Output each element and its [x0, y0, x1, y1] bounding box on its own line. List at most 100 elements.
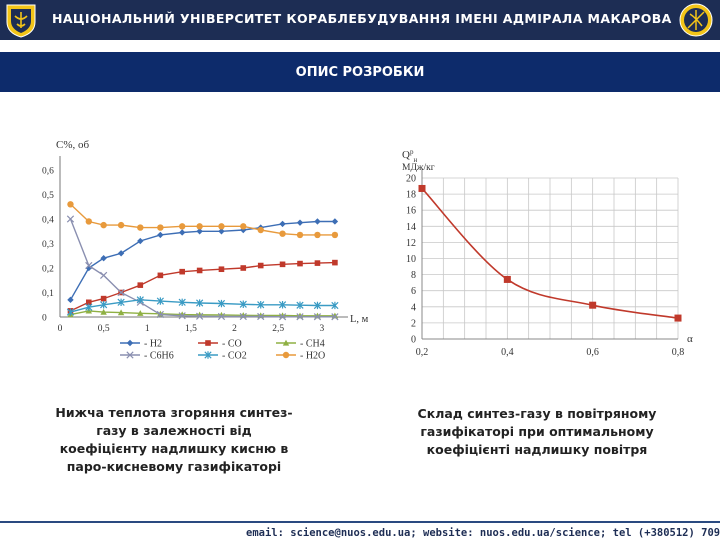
chart1-data-point [117, 288, 125, 297]
chart1-data-point [331, 231, 339, 239]
chart1-data-point [66, 215, 75, 223]
chart1-data-point [67, 201, 74, 208]
chart1-legend-marker [205, 340, 211, 346]
chart1-data-point [218, 223, 225, 230]
chart2-ylabel-unit: МДж/кг [402, 163, 435, 173]
science-emblem-logo [679, 3, 713, 37]
chart1-data-point [296, 301, 304, 309]
chart1-data-point [117, 298, 125, 306]
chart1-data-point [279, 261, 286, 268]
chart1-legend-marker [204, 351, 212, 359]
chart1-ytick-label: 0 [42, 314, 47, 324]
chart1-legend: - H2 - CO - CH4 - C6H6 - CO2 - H2O [120, 339, 325, 362]
chart1-series-line [69, 218, 335, 318]
chart2-ytick-label: 6 [411, 286, 416, 297]
chart1-data-point [178, 298, 186, 306]
university-crest-logo [6, 4, 36, 38]
chart1-data-point [257, 226, 264, 234]
chart1-xtick-label: 0,5 [98, 324, 110, 334]
chart2-xtick-label: 0,6 [586, 347, 599, 358]
header-bar: НАЦІОНАЛЬНИЙ УНІВЕРСИТЕТ КОРАБЛЕБУДУВАНН… [0, 0, 720, 40]
chart1-xlabel: L, м [350, 314, 368, 325]
chart2-series [418, 184, 682, 322]
chart1-data-point [157, 272, 164, 279]
chart2-ylabel-q: Q [402, 149, 410, 161]
chart1-xtick-label: 0 [58, 324, 63, 334]
chart1-data-point [196, 267, 203, 274]
chart1-data-point [117, 221, 125, 229]
chart1-data-point [178, 223, 186, 230]
chart1-xtick-label: 3 [319, 324, 324, 334]
footer-contacts: email: science@nuos.edu.ua; website: nuo… [246, 527, 720, 539]
chart1-ytick-label: 0,5 [42, 191, 54, 201]
chart1-data-point [117, 250, 125, 257]
chart2-grid [421, 168, 679, 340]
chart1-ytick-label: 0,6 [42, 167, 54, 177]
chart1-legend-marker [282, 339, 290, 346]
left-chart-caption: Нижча теплота згоряння синтез-газу в зал… [55, 405, 293, 474]
chart1-data-point [239, 300, 247, 308]
right-chart-caption: Склад синтез-газу в повітряному газифіка… [417, 406, 657, 457]
chart1-data-point [331, 301, 339, 310]
chart1-data-point [117, 309, 125, 316]
chart2-ytick-label: 8 [411, 270, 416, 281]
chart1-data-point [85, 218, 92, 225]
chart1-data-point [86, 299, 92, 306]
chart1-data-point [179, 268, 185, 275]
chart2-ytick-label: 12 [406, 238, 416, 249]
chart1-ytick-label: 0,3 [42, 240, 54, 250]
chart1-data-point [137, 282, 144, 288]
chart1-series-line [69, 220, 335, 301]
chart1-legend-label: - H2O [300, 351, 325, 362]
chart1-data-point [217, 299, 226, 308]
chart2-ytick-label: 10 [406, 254, 416, 265]
chart1-data-point [296, 219, 304, 226]
university-name: НАЦІОНАЛЬНИЙ УНІВЕРСИТЕТ КОРАБЛЕБУДУВАНН… [52, 11, 672, 26]
chart1-legend-label: - H2 [144, 339, 162, 350]
chart1-data-point [332, 259, 338, 266]
chart1-data-point [100, 221, 107, 229]
chart1-data-point [178, 229, 186, 236]
chart1-data-point [196, 223, 203, 230]
chart2-data-point [418, 184, 426, 192]
chart2-ytick-label: 4 [411, 302, 416, 313]
chart2-ytick-label: 0 [411, 335, 416, 346]
chart1-data-point [100, 255, 107, 262]
chart1-data-point [240, 223, 247, 230]
footer-rule [0, 521, 720, 523]
chart1-data-point [278, 313, 287, 321]
chart1-data-point [331, 218, 339, 225]
chart1-data-point [314, 231, 321, 239]
chart2-ticks: 0 2 4 6 8 10 12 14 16 18 20 0,2 0,4 0,6 0,8 [406, 174, 684, 359]
chart2-data-point [674, 314, 682, 322]
chart1-data-point [196, 299, 204, 307]
chart1-data-point [137, 310, 144, 316]
chart2-xtick-label: 0,4 [501, 347, 514, 358]
chart1-legend-marker [282, 351, 290, 359]
chart1-series-line [70, 203, 335, 236]
chart1-data-point [314, 260, 321, 266]
chart2-ytick-label: 2 [411, 318, 416, 329]
chart1-data-point [100, 308, 107, 315]
chart2-ytick-label: 18 [406, 190, 416, 201]
chart1-data-point [314, 218, 321, 225]
chart1-data-point [136, 296, 144, 304]
chart1-data-point [239, 312, 247, 321]
chart1-data-point [217, 312, 226, 321]
chart1-data-point [100, 301, 108, 309]
chart1-legend-label: - CH4 [300, 339, 325, 350]
chart1-data-point [196, 228, 203, 235]
chart2-xlabel: α [687, 333, 693, 345]
chart1-data-point [85, 303, 93, 311]
section-title: ОПИС РОЗРОБКИ [295, 65, 425, 80]
chart1-data-point [279, 220, 286, 228]
chart1-data-point [296, 313, 304, 321]
chart2-xtick-label: 0,8 [672, 347, 685, 358]
chart1-data-point [178, 312, 186, 320]
chart1-data-point [331, 313, 339, 321]
chart1-data-point [278, 301, 287, 309]
chart1-ytick-label: 0,2 [42, 265, 54, 275]
chart1-data-point [296, 231, 304, 239]
chart2-curve [421, 187, 679, 319]
chart1-data-point [313, 313, 322, 321]
